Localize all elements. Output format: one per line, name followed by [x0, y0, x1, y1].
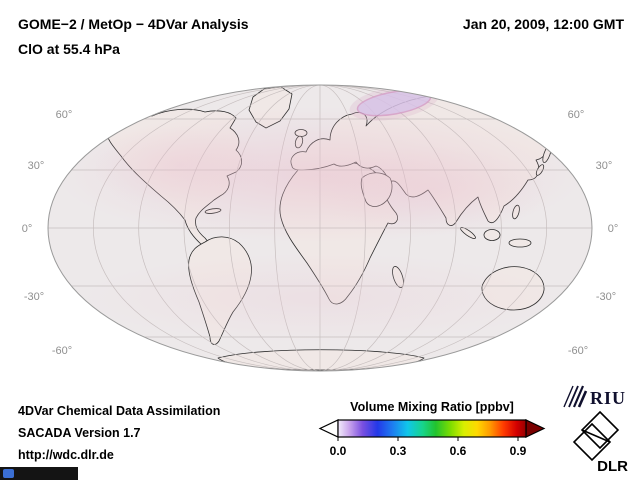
plot-title: GOME−2 / MetOp − 4DVar Analysis [18, 16, 249, 32]
lat-label-left-m60: -60° [52, 345, 72, 357]
world-map: 60° 30° 0° -30° -60° 60° 30° 0° -30° -60… [22, 84, 619, 372]
dlr-logo: DLR [572, 410, 628, 474]
lat-label-right-m60: -60° [568, 345, 588, 357]
lat-label-right-60: 60° [568, 109, 585, 121]
colorbar-tick-label: 0.0 [329, 444, 347, 458]
lat-label-right-0: 0° [608, 223, 619, 235]
header-titles: GOME−2 / MetOp − 4DVar Analysis ClO at 5… [18, 12, 249, 62]
map-rim [47, 84, 593, 372]
plot-subtitle: ClO at 55.4 hPa [18, 41, 120, 57]
island-new-zealand-north [556, 311, 566, 323]
colorbar-ticks [337, 437, 519, 441]
island-new-zealand-south [563, 321, 571, 333]
clo-field-overlay [55, 85, 585, 343]
island-borneo [483, 229, 501, 241]
riu-logo: RIU [563, 385, 626, 408]
footer-line-assimilation: 4DVar Chemical Data Assimilation [18, 404, 221, 418]
lat-label-left-0: 0° [22, 223, 33, 235]
colorbar-tick-label: 0.9 [509, 444, 527, 458]
colorbar-tick-label: 0.3 [389, 444, 407, 458]
lat-label-left-30: 30° [28, 160, 45, 172]
colorbar [318, 419, 546, 441]
taskbar-app-icon[interactable] [3, 469, 14, 478]
colorbar-tick-label: 0.6 [449, 444, 467, 458]
lat-label-left-60: 60° [56, 109, 73, 121]
colorbar-min-arrow [318, 419, 339, 438]
dlr-logo-text: DLR [597, 458, 628, 474]
lat-label-right-30: 30° [596, 160, 613, 172]
colorbar-title: Volume Mixing Ratio [ppbv] [350, 400, 514, 414]
island-new-guinea [508, 238, 532, 248]
footer-line-url: http://wdc.dlr.de [18, 448, 114, 462]
lat-label-left-m30: -30° [24, 291, 44, 303]
latitude-labels: 60° 30° 0° -30° -60° 60° 30° 0° -30° -60… [22, 109, 619, 357]
footer-info: 4DVar Chemical Data Assimilation SACADA … [18, 400, 220, 466]
taskbar-fragment [0, 467, 78, 480]
colorbar-gradient-bar [337, 419, 527, 438]
riu-logo-text: RIU [590, 388, 626, 408]
riu-hatch-icon [563, 385, 588, 408]
lat-label-right-m30: -30° [596, 291, 616, 303]
dlr-emblem-icon [572, 410, 620, 462]
footer-line-version: SACADA Version 1.7 [18, 426, 141, 440]
colorbar-max-arrow [525, 419, 546, 438]
timestamp: Jan 20, 2009, 12:00 GMT [462, 16, 624, 32]
